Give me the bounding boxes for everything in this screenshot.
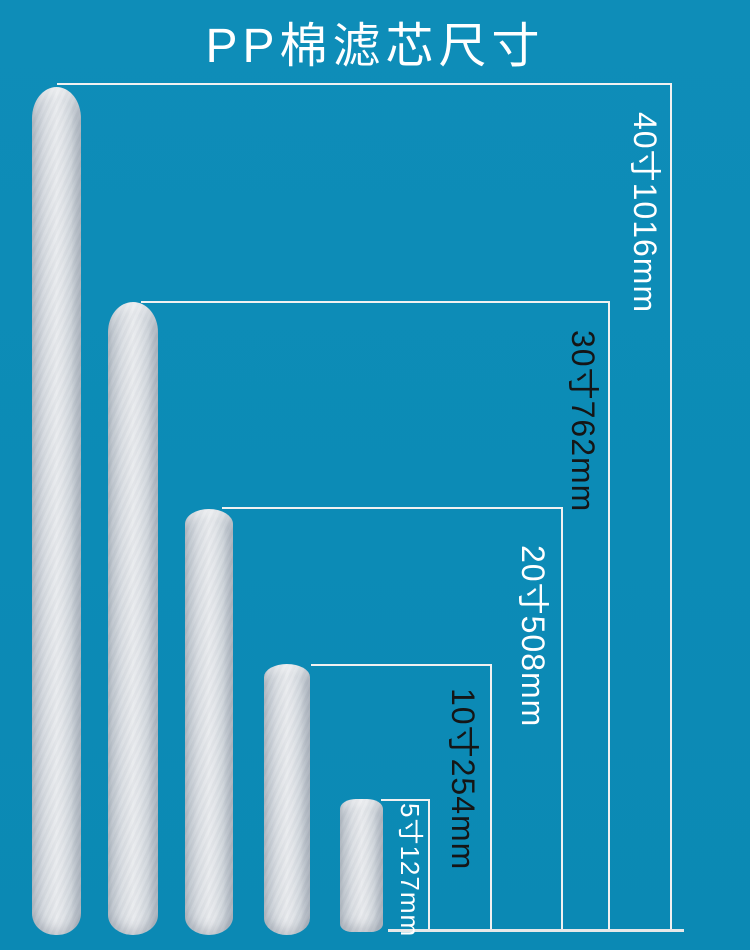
filter-cartridge-20in (185, 509, 233, 935)
dimension-line-10in-vertical (490, 664, 492, 930)
filter-cartridge-30in (108, 302, 158, 935)
dimension-line-20in-horizontal (222, 507, 563, 509)
dimension-line-40in-horizontal (57, 83, 672, 85)
filter-cartridge-40in (32, 87, 81, 935)
dimension-label-10in: 10寸254mm (445, 688, 481, 871)
dimension-line-20in-vertical (561, 507, 563, 930)
dimension-line-30in-vertical (608, 301, 610, 930)
dimension-line-30in-horizontal (141, 301, 610, 303)
dimension-line-5in-horizontal (381, 799, 430, 801)
filter-cartridge-10in (264, 664, 310, 935)
filter-cartridge-5in (340, 799, 383, 932)
dimension-line-40in-vertical (670, 83, 672, 930)
dimension-line-5in-vertical (428, 799, 430, 930)
dimension-label-40in: 40寸1016mm (627, 112, 663, 314)
dimension-label-5in: 5寸127mm (395, 803, 425, 938)
page-title: PP棉滤芯尺寸 (205, 20, 545, 73)
dimension-label-20in: 20寸508mm (515, 545, 551, 728)
dimension-line-10in-horizontal (311, 664, 492, 666)
baseline (388, 929, 684, 932)
dimension-label-30in: 30寸762mm (565, 330, 601, 513)
